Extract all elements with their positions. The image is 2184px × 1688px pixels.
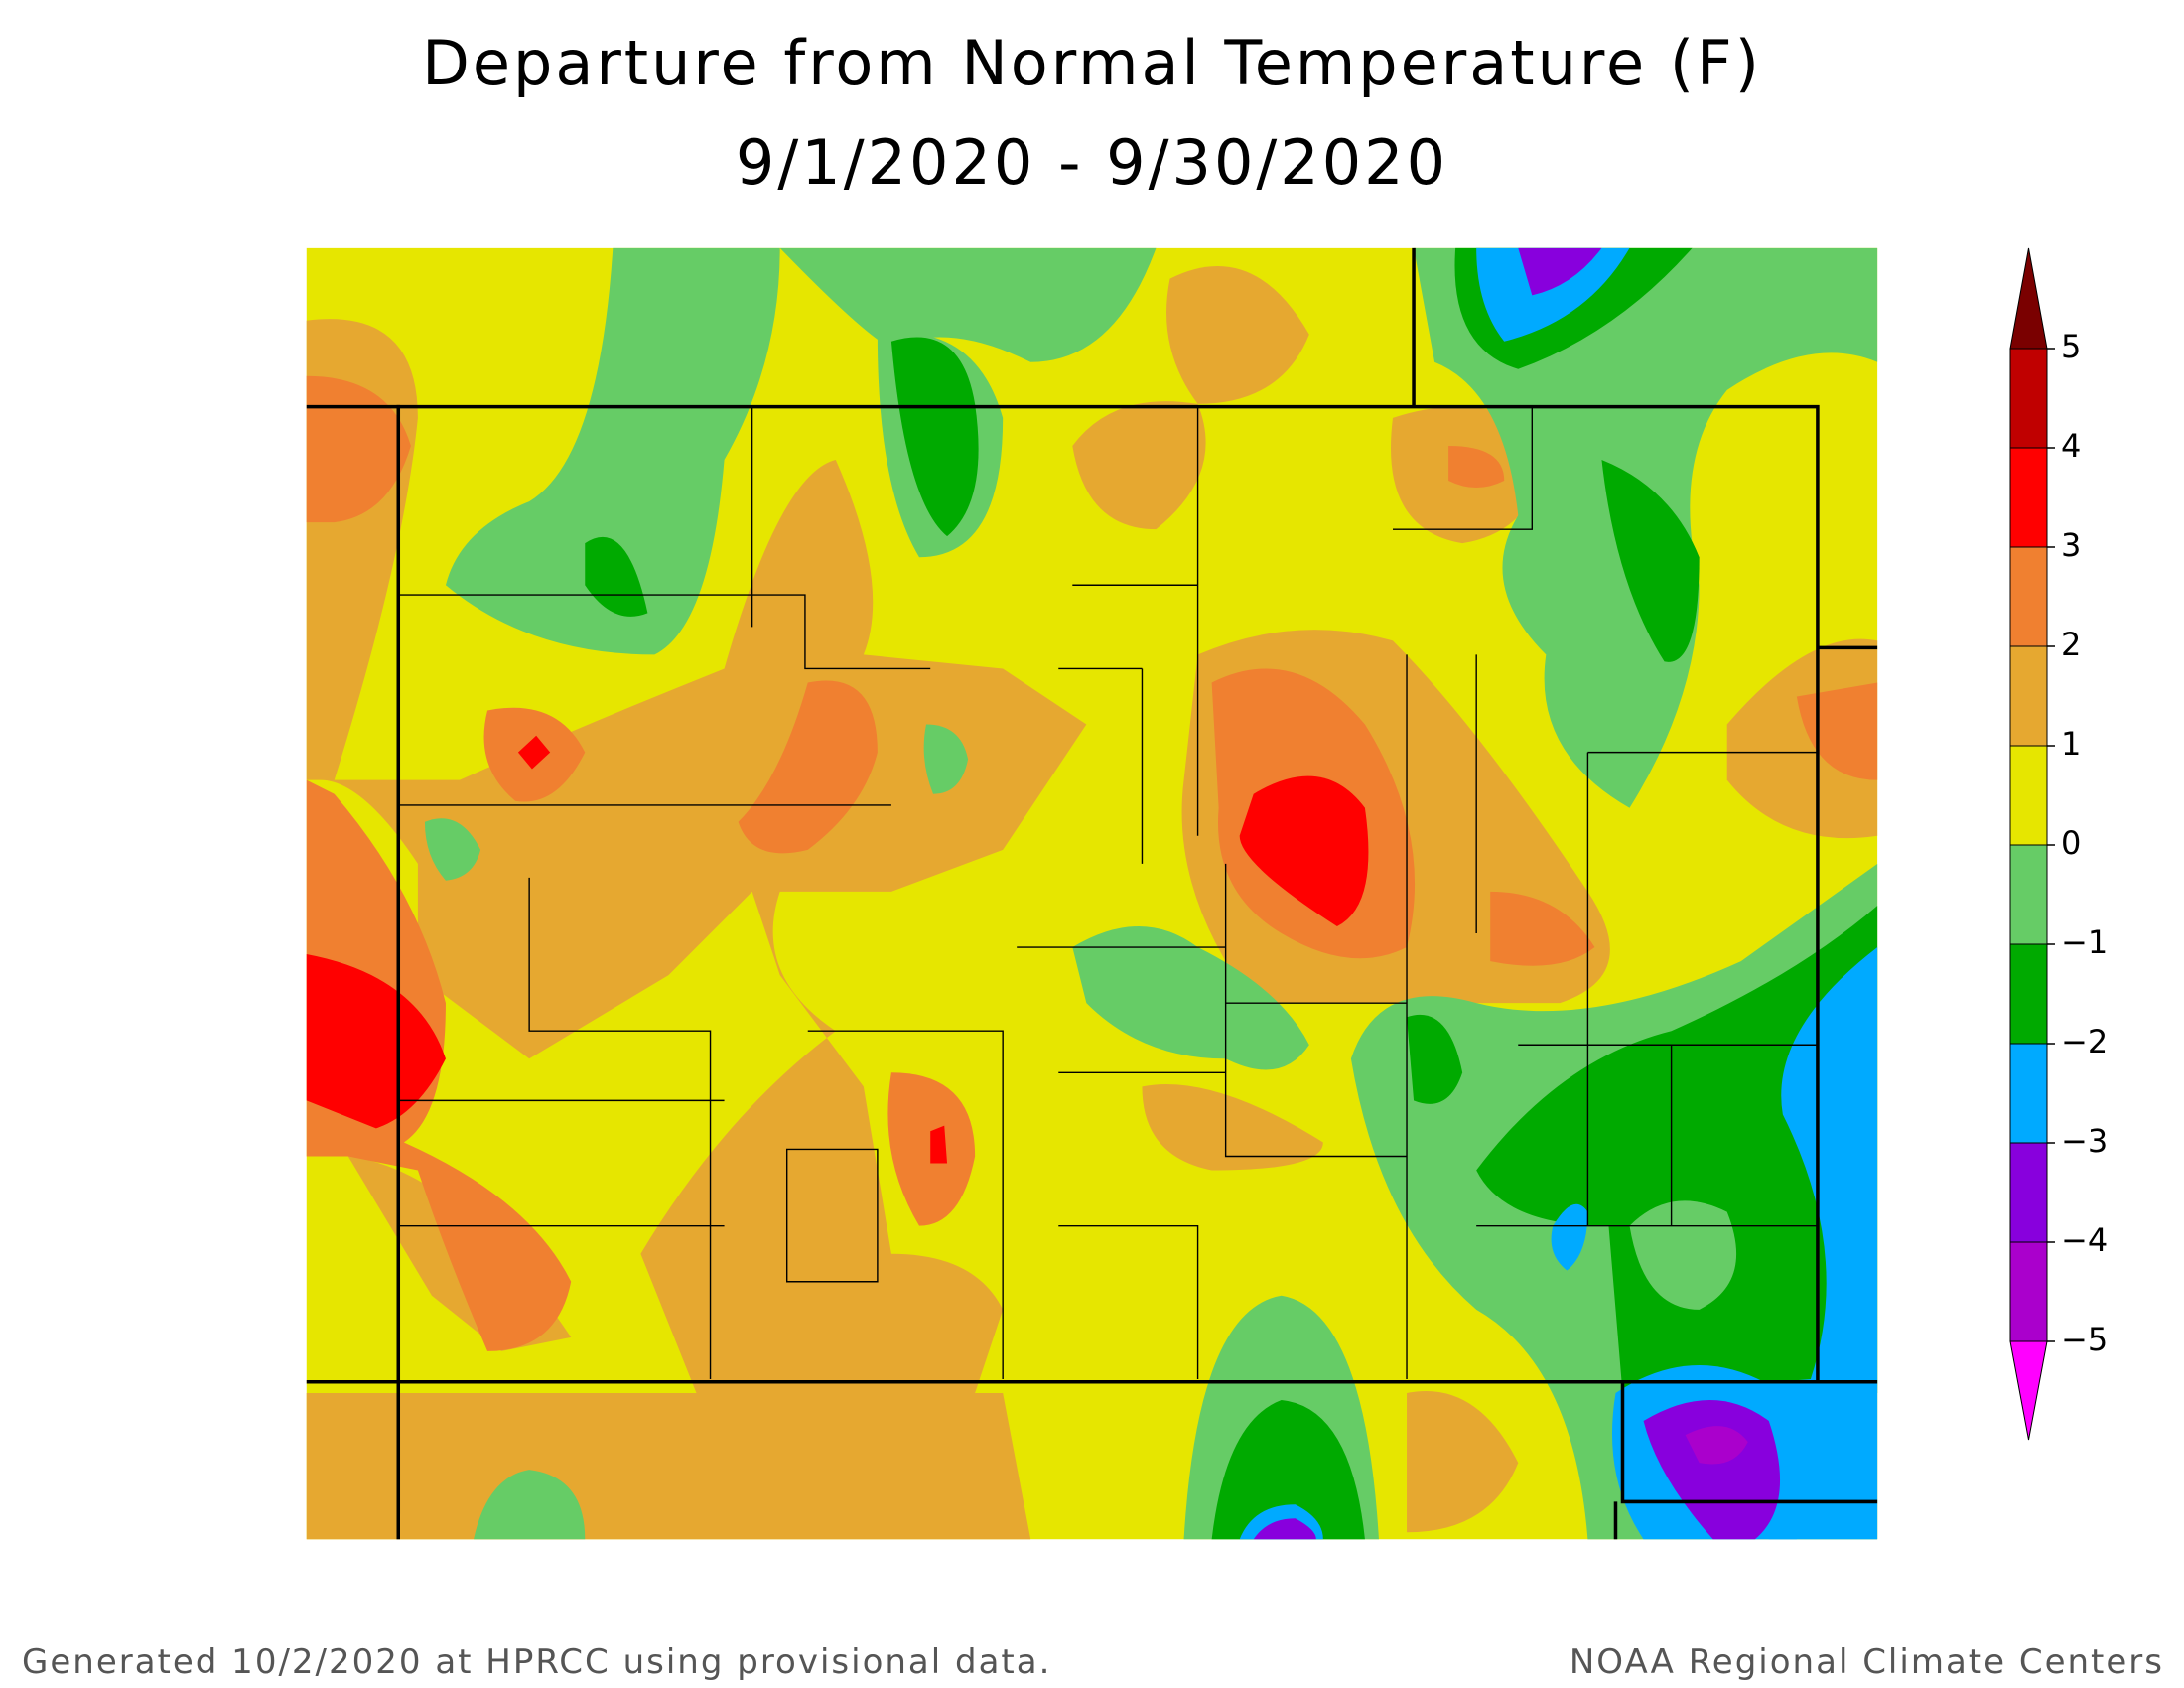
- color-band: [2009, 844, 2048, 945]
- footer-right: NOAA Regional Climate Centers: [1570, 1642, 2164, 1682]
- top-arrow: [2009, 247, 2048, 350]
- color-band: [2009, 1142, 2048, 1243]
- color-band: [2009, 1043, 2048, 1144]
- color-band: [2009, 943, 2048, 1045]
- map: [306, 247, 1878, 1540]
- tick-label: −4: [2061, 1221, 2108, 1259]
- tick-label: −2: [2061, 1023, 2108, 1060]
- footer-left: Generated 10/2/2020 at HPRCC using provi…: [22, 1642, 1051, 1682]
- tick-label: −1: [2061, 923, 2108, 961]
- tick-label: 1: [2061, 725, 2081, 763]
- tick-label: 3: [2061, 526, 2081, 564]
- tick-label: 2: [2061, 626, 2081, 663]
- tick-label: 0: [2061, 824, 2081, 862]
- color-band: [2009, 745, 2048, 846]
- county-lines: [398, 406, 1818, 1379]
- tick-label: 5: [2061, 328, 2081, 365]
- color-bar: 5 4 3 2 1 0 −1 −2 −3 −4 −5: [2009, 247, 2108, 1441]
- contours: [306, 247, 1878, 1540]
- color-band: [2009, 348, 2048, 449]
- state-borders: [306, 247, 1878, 1540]
- tick-label: 4: [2061, 427, 2081, 465]
- subtitle: 9/1/2020 - 9/30/2020: [736, 126, 1448, 199]
- color-band: [2009, 645, 2048, 747]
- tick-label: −3: [2061, 1122, 2108, 1160]
- color-band: [2009, 447, 2048, 548]
- color-band: [2009, 546, 2048, 647]
- title: Departure from Normal Temperature (F): [422, 27, 1762, 99]
- color-band: [2009, 1241, 2048, 1342]
- bottom-arrow: [2009, 1340, 2048, 1441]
- tick-label: −5: [2061, 1321, 2108, 1358]
